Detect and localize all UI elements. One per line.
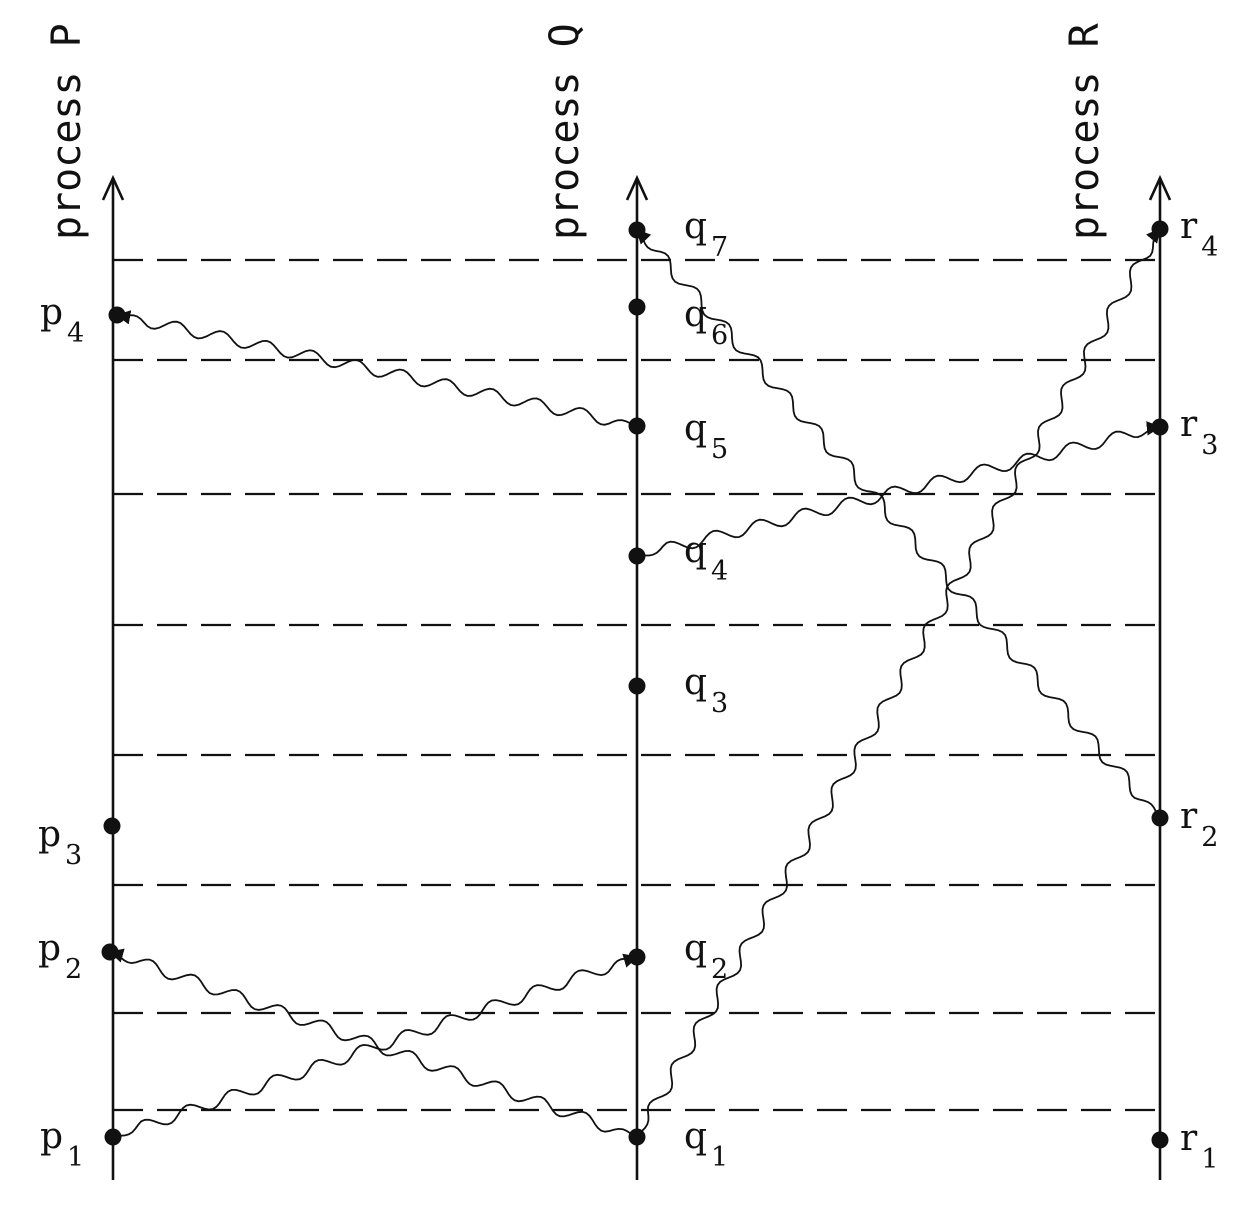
event-letter-q1: q bbox=[684, 1116, 707, 1157]
event-letter-q6: q bbox=[684, 294, 707, 335]
event-letter-q7: q bbox=[684, 206, 707, 247]
message-q5-to-p4 bbox=[115, 310, 638, 427]
messages bbox=[108, 228, 1162, 1138]
process-r-arrow-icon bbox=[1148, 174, 1172, 201]
event-dot-p2 bbox=[101, 943, 119, 961]
event-dot-q3 bbox=[628, 677, 646, 695]
event-dot-r3 bbox=[1151, 418, 1169, 436]
event-index-q4: 4 bbox=[711, 556, 728, 587]
event-label-r3: r3 bbox=[1180, 404, 1218, 461]
event-letter-r3: r bbox=[1180, 404, 1198, 445]
event-letter-q5: q bbox=[684, 408, 707, 449]
event-dot-q5 bbox=[628, 417, 646, 435]
event-letter-r2: r bbox=[1180, 796, 1198, 837]
event-label-p4: p4 bbox=[40, 292, 84, 349]
event-letter-p4: p bbox=[40, 292, 63, 333]
message-q1-to-p2 bbox=[108, 948, 638, 1138]
event-index-q3: 3 bbox=[711, 688, 728, 719]
event-label-r4: r4 bbox=[1180, 206, 1218, 263]
event-index-r2: 2 bbox=[1201, 822, 1218, 853]
event-label-p1: p1 bbox=[40, 1116, 84, 1173]
process-label-q: process Q bbox=[542, 23, 588, 240]
event-index-q7: 7 bbox=[711, 232, 728, 263]
event-dot-q7 bbox=[628, 221, 646, 239]
event-letter-p3: p bbox=[38, 814, 61, 855]
event-index-q1: 1 bbox=[711, 1142, 728, 1173]
event-index-q2: 2 bbox=[711, 954, 728, 985]
event-letter-q3: q bbox=[684, 662, 707, 703]
event-label-q6: q6 bbox=[684, 294, 728, 351]
message-r2-to-q7 bbox=[636, 229, 1161, 819]
event-letter-r4: r bbox=[1180, 206, 1198, 247]
event-label-r2: r2 bbox=[1180, 796, 1218, 853]
event-index-p3: 3 bbox=[65, 840, 82, 871]
event-letter-q4: q bbox=[684, 530, 707, 571]
event-dot-q2 bbox=[628, 948, 646, 966]
message-q1-to-r4 bbox=[636, 228, 1161, 1138]
event-label-p3: p3 bbox=[38, 814, 82, 871]
event-dot-p1 bbox=[104, 1128, 122, 1146]
event-index-p1: 1 bbox=[67, 1142, 84, 1173]
event-letter-r1: r bbox=[1180, 1118, 1198, 1159]
process-label-p: process P bbox=[44, 23, 90, 240]
process-p-arrow-icon bbox=[101, 174, 125, 201]
event-dot-q4 bbox=[628, 547, 646, 565]
process-label-r: process R bbox=[1062, 22, 1108, 240]
event-dot-p3 bbox=[103, 817, 121, 835]
event-index-p2: 2 bbox=[65, 954, 82, 985]
event-label-q4: q4 bbox=[684, 530, 728, 587]
event-dot-q1 bbox=[628, 1128, 646, 1146]
event-index-q6: 6 bbox=[711, 320, 728, 351]
event-index-r3: 3 bbox=[1201, 430, 1218, 461]
event-letter-p2: p bbox=[38, 928, 61, 969]
event-letter-p1: p bbox=[40, 1116, 63, 1157]
event-dot-r4 bbox=[1151, 220, 1169, 238]
event-index-r1: 1 bbox=[1201, 1144, 1218, 1175]
events bbox=[101, 220, 1169, 1149]
event-label-q3: q3 bbox=[684, 662, 728, 719]
event-dot-r1 bbox=[1151, 1131, 1169, 1149]
event-index-q5: 5 bbox=[711, 434, 728, 465]
event-label-q1: q1 bbox=[684, 1116, 728, 1173]
event-label-q7: q7 bbox=[684, 206, 728, 263]
event-label-p2: p2 bbox=[38, 928, 82, 985]
message-q4-to-r3 bbox=[636, 421, 1162, 557]
event-dot-p4 bbox=[108, 306, 126, 324]
event-label-r1: r1 bbox=[1180, 1118, 1218, 1175]
event-label-q2: q2 bbox=[684, 928, 728, 985]
event-dot-r2 bbox=[1151, 809, 1169, 827]
message-p1-to-q2 bbox=[112, 953, 639, 1138]
event-letter-q2: q bbox=[684, 928, 707, 969]
event-label-q5: q5 bbox=[684, 408, 728, 465]
event-index-p4: 4 bbox=[67, 318, 84, 349]
event-dot-q6 bbox=[628, 298, 646, 316]
event-index-r4: 4 bbox=[1201, 232, 1218, 263]
process-q-arrow-icon bbox=[625, 174, 649, 201]
